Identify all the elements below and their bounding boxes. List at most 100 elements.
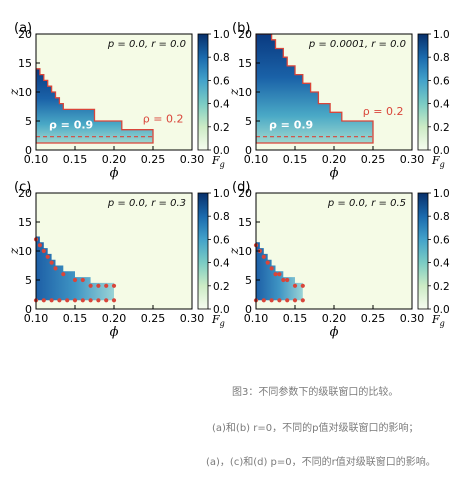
x-tick-label: 0.20 <box>322 312 347 325</box>
y-tick-label: 5 <box>25 115 32 128</box>
boundary-dot <box>41 248 46 254</box>
boundary-dot <box>45 254 50 259</box>
y-tick-label: 10 <box>18 245 32 258</box>
bottom-dot <box>277 298 282 303</box>
bottom-dot <box>49 298 54 303</box>
cascade-region <box>36 68 153 143</box>
bottom-dot <box>88 298 93 303</box>
colorbar-tick-label: 0.0 <box>433 145 450 157</box>
boundary-dot <box>277 272 282 277</box>
boundary-dot <box>261 254 266 259</box>
bottom-dot <box>96 298 101 303</box>
y-tick-label: 0 <box>245 303 252 316</box>
y-tick-label: 15 <box>18 57 32 70</box>
colorbar <box>197 33 209 151</box>
colorbar-tick-label: 0.8 <box>433 52 450 64</box>
colorbar-tick-label: 0.6 <box>433 75 450 87</box>
boundary-dot <box>37 243 43 248</box>
panel-label: (b) <box>232 21 250 36</box>
y-tick-label: 10 <box>238 86 252 99</box>
cascade-region <box>36 236 114 301</box>
boundary-dot <box>104 283 109 288</box>
colorbar-tick-label: 1.0 <box>213 29 230 41</box>
parameter-text: p = 0.0, r = 0.3 <box>107 198 186 209</box>
rho-annotation: ρ = 0.9 <box>49 119 93 132</box>
panel-2: 0.10 0.15 0.20 0.25 0.30 0 5 10 15 20 ϕ z (b) p = 0.0… <box>227 21 450 181</box>
region-boundary-line <box>36 68 154 144</box>
boundary-dot <box>273 272 278 277</box>
colorbar <box>417 192 429 310</box>
boundary-dot <box>111 283 117 288</box>
y-tick-label: 5 <box>245 274 252 287</box>
colorbar-tick-label: 0.0 <box>213 304 230 316</box>
bottom-dot <box>292 298 298 303</box>
colorbar-tick-label: 0.6 <box>213 234 230 246</box>
colorbar-tick-label: 1.0 <box>433 188 450 200</box>
colorbar <box>197 192 209 310</box>
bottom-dot <box>65 298 70 303</box>
x-tick-label: 0.10 <box>244 312 269 325</box>
boundary-dot <box>285 277 290 283</box>
colorbar <box>417 33 429 151</box>
x-tick-label: 0.10 <box>244 153 269 166</box>
panel-4: 0.10 0.15 0.20 0.25 0.30 0 5 10 15 20 ϕ z (d) p = 0.0… <box>227 180 450 340</box>
boundary-dot <box>88 283 93 288</box>
colorbar-tick-label: 0.4 <box>213 258 230 270</box>
colorbar-label-subscript: g <box>440 319 445 328</box>
x-tick-label: 0.25 <box>141 312 166 325</box>
y-tick-label: 0 <box>245 144 252 157</box>
caption-line-1: (a)和(b) r=0，不同的p值对级联窗口的影响； <box>212 423 419 434</box>
x-tick-label: 0.10 <box>24 153 49 166</box>
cascade-region <box>256 242 303 301</box>
colorbar-tick-label: 1.0 <box>433 29 450 41</box>
bottom-dot <box>72 298 78 303</box>
parameter-text: p = 0.0, r = 0.0 <box>107 39 186 50</box>
bottom-dot <box>285 298 290 303</box>
rho-annotation: ρ = 0.9 <box>269 119 313 132</box>
y-axis-label: z <box>7 88 21 96</box>
y-tick-label: 20 <box>18 28 32 41</box>
y-tick-label: 10 <box>18 86 32 99</box>
colorbar-tick-label: 0.0 <box>433 304 450 316</box>
panel-1: 0.10 0.15 0.20 0.25 0.30 0 5 10 15 20 ϕ z (a) p = 0.0… <box>7 21 230 181</box>
panel-label: (d) <box>232 180 250 195</box>
y-tick-label: 20 <box>238 187 252 200</box>
x-tick-label: 0.20 <box>102 153 127 166</box>
y-tick-label: 5 <box>25 274 32 287</box>
y-tick-label: 0 <box>25 144 32 157</box>
boundary-dot <box>80 277 85 283</box>
bottom-dot <box>261 298 266 303</box>
y-tick-label: 5 <box>245 115 252 128</box>
y-tick-label: 15 <box>238 216 252 229</box>
boundary-dot <box>265 260 270 265</box>
x-tick-label: 0.20 <box>102 312 127 325</box>
bottom-dot <box>57 298 62 303</box>
x-axis-label: ϕ <box>330 166 339 181</box>
boundary-dot <box>300 283 305 288</box>
parameter-text: p = 0.0, r = 0.5 <box>327 198 406 209</box>
colorbar-tick-label: 0.4 <box>433 99 450 111</box>
colorbar-tick-label: 0.2 <box>213 122 230 134</box>
caption-line-2: (a)，(c)和(d) p=0，不同的r值对级联窗口的影响。 <box>206 457 436 468</box>
panel-3: 0.10 0.15 0.20 0.25 0.30 0 5 10 15 20 ϕ z (c) p = 0.0… <box>7 180 230 340</box>
colorbar-tick-label: 0.4 <box>433 258 450 270</box>
x-tick-label: 0.30 <box>400 153 425 166</box>
x-tick-label: 0.25 <box>141 153 166 166</box>
x-tick-label: 0.15 <box>63 312 88 325</box>
x-tick-label: 0.10 <box>24 312 49 325</box>
y-tick-label: 20 <box>238 28 252 41</box>
caption-title: 图3：不同参数下的级联窗口的比较。 <box>232 387 399 398</box>
colorbar-tick-label: 0.8 <box>213 211 230 223</box>
y-tick-label: 10 <box>238 245 252 258</box>
bottom-dot <box>80 298 85 303</box>
y-axis-label: z <box>7 247 21 255</box>
colorbar-tick-label: 0.2 <box>433 281 450 293</box>
x-tick-label: 0.25 <box>361 312 386 325</box>
boundary-dot <box>292 283 298 288</box>
x-tick-label: 0.15 <box>283 312 308 325</box>
x-tick-label: 0.30 <box>400 312 425 325</box>
bottom-dot <box>269 298 274 303</box>
y-tick-label: 15 <box>238 57 252 70</box>
y-tick-label: 15 <box>18 216 32 229</box>
colorbar-tick-label: 0.2 <box>213 281 230 293</box>
